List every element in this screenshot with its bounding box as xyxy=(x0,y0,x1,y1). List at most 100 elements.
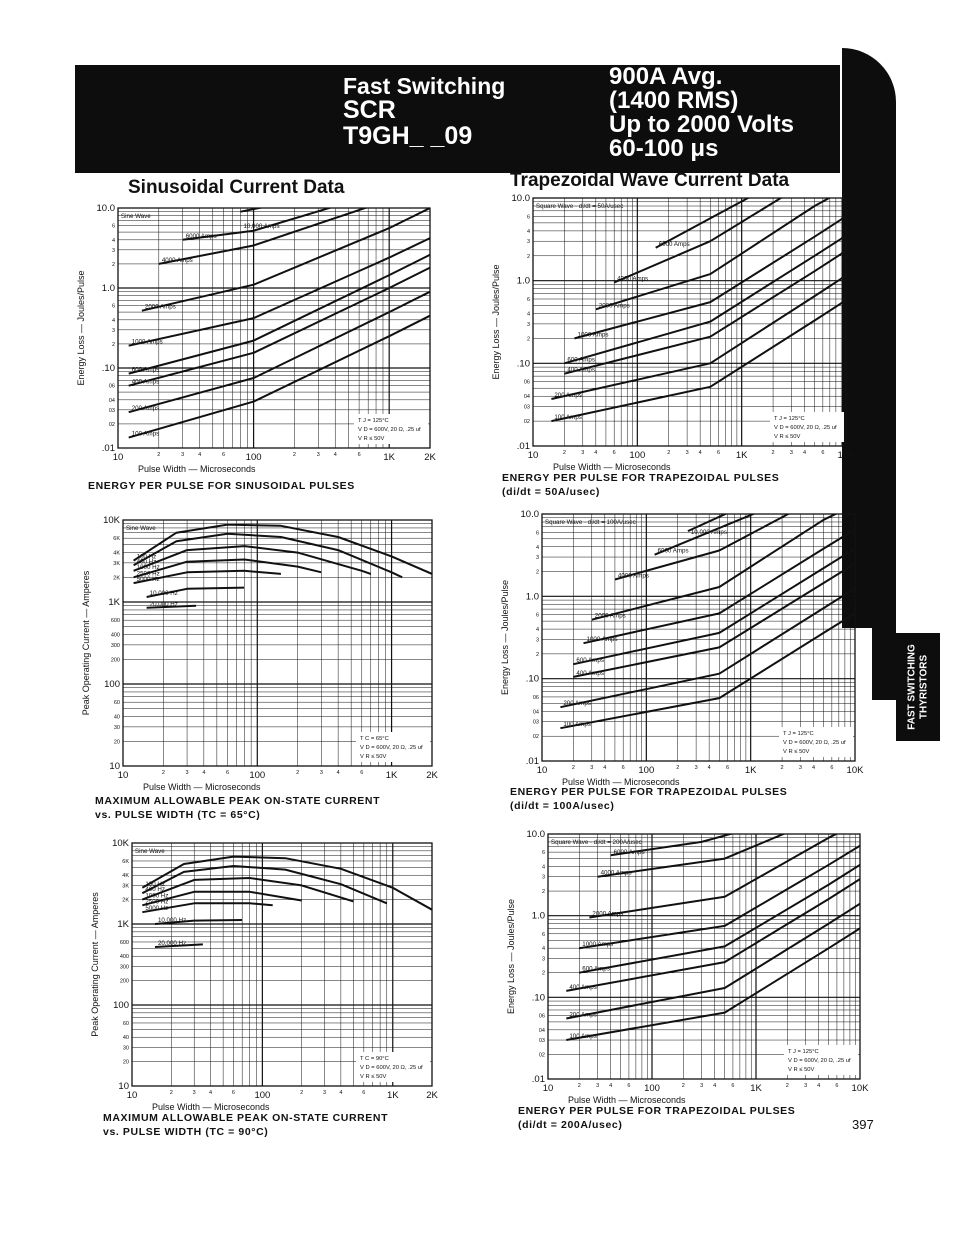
series-label: 1000 Hz xyxy=(137,564,160,571)
y-tick-label: 3K xyxy=(122,883,129,889)
conditions-box xyxy=(784,1045,858,1075)
x-tick-label: 3 xyxy=(700,1083,703,1089)
y-tick-label: 2 xyxy=(536,570,539,576)
caption-line: ENERGY PER PULSE FOR TRAPEZOIDAL PULSES xyxy=(502,472,780,484)
x-tick-label: 100 xyxy=(638,765,654,776)
condition-text: V D = 600V, 20 Ω, .25 uf xyxy=(360,1065,423,1071)
x-axis-title: Pulse Width — Microseconds xyxy=(143,782,261,792)
series-curve xyxy=(655,198,751,249)
series-label: 200 Amps xyxy=(554,392,582,399)
y-tick-label: 6 xyxy=(542,850,545,856)
series-curve xyxy=(133,532,403,579)
chart-energy-trap-100: 10 2 3 4 6 100 2 3 4 6 1K 2 3 4 6 10K 10.0 6 4 3 2 1.0 6 4 3 2 .10… xyxy=(480,509,880,820)
series-curve xyxy=(591,514,838,621)
chart-current-tc65: 10 2 3 4 6 100 2 3 4 6 1K 2K 10K 6K 4K 3K 2K 1K 600 400 300 2… xyxy=(60,515,460,830)
series-label: 4000 Amps xyxy=(162,257,193,264)
grid-lines xyxy=(118,208,430,448)
caption-energy-trap-50: ENERGY PER PULSE FOR TRAPEZOIDAL PULSES … xyxy=(502,471,779,499)
y-tick-label: .10 xyxy=(526,674,539,685)
condition-text: T C = 90°C xyxy=(360,1056,389,1062)
y-tick-label: 40 xyxy=(114,715,120,721)
y-tick-label: 2 xyxy=(527,254,530,260)
series-curve xyxy=(564,249,846,375)
series-curve xyxy=(128,266,430,387)
series-curve xyxy=(566,878,860,992)
x-tick-label: 100 xyxy=(254,1090,270,1101)
series-curve xyxy=(141,877,354,903)
conditions-box xyxy=(356,1052,430,1082)
x-tick-label: 6 xyxy=(717,450,720,456)
device-specs: 900A Avg. (1400 RMS) Up to 2000 Volts 60… xyxy=(609,65,794,161)
x-tick-label: 3 xyxy=(686,450,689,456)
x-tick-label: 3 xyxy=(790,450,793,456)
y-tick-label: 30 xyxy=(114,725,120,731)
y-tick-label: 06 xyxy=(533,695,539,701)
series-label: 4000 Amps xyxy=(617,276,648,283)
series-label: 600 Amps xyxy=(576,657,604,664)
series-curve xyxy=(128,237,430,347)
x-tick-label: 10K xyxy=(852,1083,870,1094)
spec-line-3: Up to 2000 Volts xyxy=(609,111,794,138)
condition-text: T C = 65°C xyxy=(360,736,389,742)
series-curve xyxy=(154,919,243,925)
series-label: 100 Amps xyxy=(563,721,591,728)
series-curve xyxy=(551,274,846,400)
series-label: 1000 Amps xyxy=(587,636,618,643)
spec-line-4: 60-100 μs xyxy=(609,135,719,162)
x-tick-label: 4 xyxy=(803,450,806,456)
series-curve xyxy=(182,208,333,241)
series-curve xyxy=(133,569,281,585)
section-title-sinusoidal: Sinusoidal Current Data xyxy=(128,177,345,198)
series-label: 2000 Amps xyxy=(599,302,630,309)
x-tick-label: 2 xyxy=(781,765,784,771)
y-tick-label: 30 xyxy=(123,1045,129,1051)
x-tick-label: 2 xyxy=(293,452,296,458)
y-tick-label: 6 xyxy=(527,214,530,220)
series-label: 400 Amps xyxy=(569,984,597,991)
x-tick-label: 6 xyxy=(232,1090,235,1096)
y-tick-label: 2 xyxy=(112,262,115,268)
y-tick-label: 2K xyxy=(113,575,120,581)
x-tick-label: 3 xyxy=(323,1090,326,1096)
x-tick-label: 6 xyxy=(358,452,361,458)
x-tick-label: 4 xyxy=(209,1090,212,1096)
caption-line: ENERGY PER PULSE FOR SINUSOIDAL PULSES xyxy=(88,480,355,492)
series-curve xyxy=(614,514,791,581)
series-curve xyxy=(566,927,860,1041)
series-label: 5000 Hz xyxy=(145,905,168,912)
y-tick-label: 4 xyxy=(542,946,545,952)
waveform-label: Sine Wave xyxy=(135,848,165,855)
y-tick-label: 04 xyxy=(539,1028,545,1034)
y-tick-label: 3K xyxy=(113,561,120,567)
x-tick-label: 4 xyxy=(334,452,337,458)
y-tick-label: 6 xyxy=(536,613,539,619)
series-curve xyxy=(240,208,265,213)
spec-line-1: 900A Avg. xyxy=(609,63,723,90)
caption-energy-trap-100: ENERGY PER PULSE FOR TRAPEZOIDAL PULSES … xyxy=(510,785,787,813)
series-label: 4000 Amps xyxy=(618,573,649,580)
x-tick-label: 2 xyxy=(772,450,775,456)
x-tick-label: 10 xyxy=(113,452,124,463)
caption-line: (di/dt = 50A/usec) xyxy=(502,486,601,499)
waveform-label: Square Wave · di/dt = 100A/usec xyxy=(545,519,636,526)
y-tick-label: 3 xyxy=(527,239,530,245)
y-tick-label: 10 xyxy=(109,761,120,772)
y-tick-label: 20 xyxy=(123,1060,129,1066)
series-label: 1000 Amps xyxy=(582,941,613,948)
x-tick-label: 3 xyxy=(596,1083,599,1089)
y-tick-label: .10 xyxy=(102,363,115,374)
condition-text: T J = 125°C xyxy=(788,1049,819,1055)
device-title: Fast Switching SCR T9GH_ _09 xyxy=(343,74,505,149)
caption-line: (di/dt = 100A/usec) xyxy=(510,800,615,813)
y-tick-label: 3 xyxy=(536,555,539,561)
y-tick-label: .01 xyxy=(102,443,115,454)
series-label: 100 Hz xyxy=(137,554,157,561)
x-tick-label: 2 xyxy=(170,1090,173,1096)
series-curve xyxy=(128,253,430,375)
y-tick-label: 4 xyxy=(536,545,539,551)
series-label: 400 Hz xyxy=(145,886,165,893)
chart-current-tc90: 10 2 3 4 6 100 2 3 4 6 1K 2K 10K 6K 4K 3K 2K 1K 600 400 300 2… xyxy=(60,835,480,1145)
series-curve xyxy=(146,604,197,609)
x-tick-label: 1K xyxy=(383,452,395,463)
plot-frame xyxy=(122,519,433,767)
